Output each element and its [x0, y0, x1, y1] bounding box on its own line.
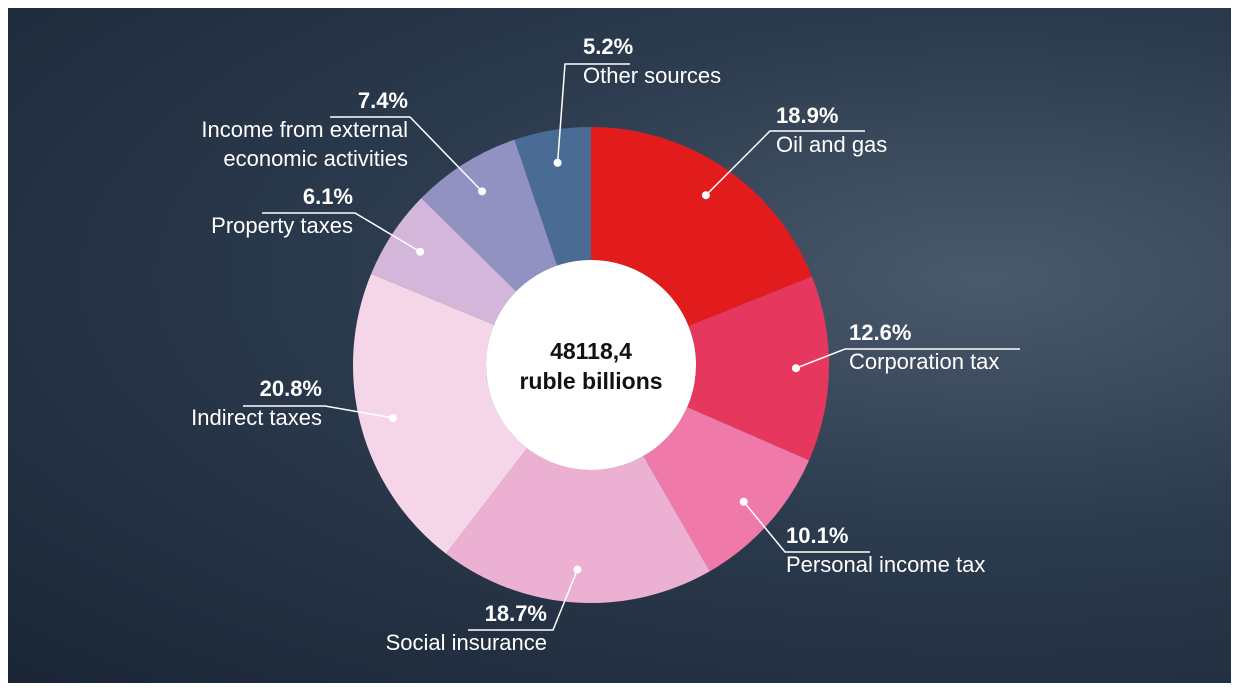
leader-dot	[478, 187, 486, 195]
category-label: Personal income tax	[786, 550, 985, 579]
leader-dot	[740, 498, 748, 506]
center-label: ruble billions	[519, 368, 662, 394]
category-label: Indirect taxes	[191, 403, 322, 432]
leader-dot	[792, 364, 800, 372]
category-label: Income from external economic activities	[158, 115, 408, 173]
slice-label: 10.1%Personal income tax	[786, 521, 985, 579]
slice-label: 18.9%Oil and gas	[776, 101, 887, 159]
value-label: 7.4%	[158, 86, 408, 115]
category-label: Other sources	[583, 61, 721, 90]
value-label: 6.1%	[211, 182, 353, 211]
slice-label: 12.6%Corporation tax	[849, 318, 999, 376]
leader-dot	[416, 248, 424, 256]
value-label: 10.1%	[786, 521, 985, 550]
value-label: 5.2%	[583, 32, 721, 61]
center-label: 48118,4	[550, 338, 632, 364]
category-label: Social insurance	[386, 628, 547, 657]
leader-dot	[573, 566, 581, 574]
slice-label: 6.1%Property taxes	[211, 182, 353, 240]
slice-label: 5.2%Other sources	[583, 32, 721, 90]
leader-dot	[389, 414, 397, 422]
category-label: Oil and gas	[776, 130, 887, 159]
category-label: Corporation tax	[849, 347, 999, 376]
infographic: 48118,4 ruble billions 18.9%Oil and gas 12…	[0, 0, 1239, 691]
value-label: 12.6%	[849, 318, 999, 347]
donut-hole	[486, 260, 696, 470]
value-label: 20.8%	[191, 374, 322, 403]
category-label: Property taxes	[211, 211, 353, 240]
slice-label: 20.8%Indirect taxes	[191, 374, 322, 432]
value-label: 18.7%	[386, 599, 547, 628]
value-label: 18.9%	[776, 101, 887, 130]
leader-dot	[554, 159, 562, 167]
leader-dot	[702, 191, 710, 199]
slice-label: 7.4%Income from external economic activi…	[158, 86, 408, 173]
slice-label: 18.7%Social insurance	[386, 599, 547, 657]
